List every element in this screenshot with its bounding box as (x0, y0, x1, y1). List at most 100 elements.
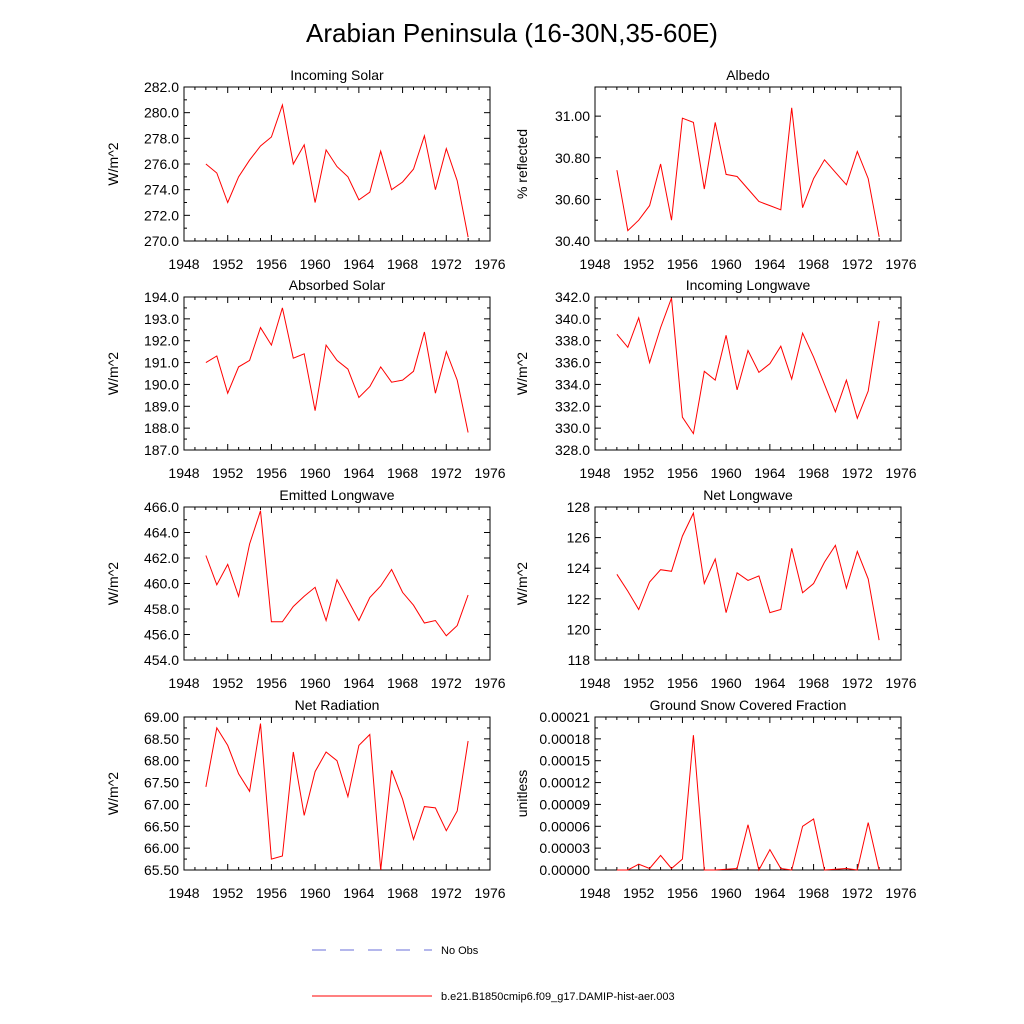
panel-title: Albedo (726, 67, 770, 83)
x-tick-label: 1952 (623, 885, 654, 901)
y-tick-label: 460.0 (144, 576, 179, 592)
x-tick-label: 1956 (256, 465, 287, 481)
panel-title: Ground Snow Covered Fraction (650, 697, 847, 713)
y-tick-label: 0.00009 (539, 796, 590, 812)
x-tick-label: 1952 (623, 256, 654, 272)
y-axis-label: unitless (514, 770, 530, 817)
x-tick-label: 1976 (474, 256, 505, 272)
y-tick-label: 342.0 (555, 289, 590, 305)
y-tick-label: 0.00006 (539, 818, 590, 834)
series-line-1 (616, 511, 880, 641)
x-tick-label: 1976 (474, 675, 505, 691)
x-tick-label: 1952 (212, 675, 243, 691)
x-tick-label: 1976 (885, 675, 916, 691)
y-tick-label: 0.00000 (539, 862, 590, 878)
series-line-1 (616, 735, 880, 872)
y-tick-label: 67.50 (144, 775, 179, 791)
x-tick-label: 1968 (387, 465, 418, 481)
x-tick-label: 1956 (256, 885, 287, 901)
x-tick-label: 1976 (885, 256, 916, 272)
panel-1: Incoming Solar W/m^2 1948 1952 1956 1960 1964 1… (105, 67, 506, 272)
plot-frame (183, 506, 491, 661)
y-tick-label: 280.0 (144, 105, 179, 121)
y-tick-label: 65.50 (144, 862, 179, 878)
plot-frame (594, 716, 902, 871)
panel-title: Net Radiation (295, 697, 380, 713)
x-tick-label: 1976 (885, 885, 916, 901)
panel-title: Absorbed Solar (289, 277, 386, 293)
y-tick-label: 272.0 (144, 207, 179, 223)
series-line-1 (616, 107, 880, 237)
series-line-1 (205, 510, 469, 637)
plot-frame (594, 296, 902, 451)
y-axis-label: W/m^2 (105, 142, 121, 185)
panel-7: Net Radiation W/m^2 1948 1952 1956 1960 1964 19… (105, 697, 506, 901)
x-tick-label: 1964 (754, 885, 785, 901)
y-tick-label: 0.00015 (539, 753, 590, 769)
x-tick-label: 1968 (798, 465, 829, 481)
x-tick-label: 1964 (343, 675, 374, 691)
y-tick-label: 188.0 (144, 420, 179, 436)
x-tick-label: 1972 (842, 885, 873, 901)
y-axis-label: % reflected (514, 129, 530, 199)
y-tick-label: 276.0 (144, 156, 179, 172)
y-axis-label: W/m^2 (514, 562, 530, 605)
y-tick-label: 128 (567, 499, 591, 515)
panel-title: Incoming Longwave (686, 277, 811, 293)
x-tick-label: 1948 (168, 885, 199, 901)
y-axis-label: W/m^2 (105, 352, 121, 395)
x-tick-label: 1964 (343, 256, 374, 272)
y-tick-label: 30.40 (555, 233, 590, 249)
y-tick-label: 282.0 (144, 79, 179, 95)
y-tick-label: 462.0 (144, 550, 179, 566)
y-tick-label: 336.0 (555, 355, 590, 371)
y-tick-label: 0.00018 (539, 731, 590, 747)
panel-title: Net Longwave (703, 487, 793, 503)
x-tick-label: 1948 (579, 675, 610, 691)
y-tick-label: 458.0 (144, 601, 179, 617)
y-tick-label: 0.00021 (539, 709, 590, 725)
y-tick-label: 192.0 (144, 333, 179, 349)
panel-title: Emitted Longwave (279, 487, 394, 503)
plot-frame (183, 86, 491, 242)
x-tick-label: 1968 (798, 675, 829, 691)
figure-title: Arabian Peninsula (16-30N,35-60E) (306, 18, 718, 48)
y-tick-label: 466.0 (144, 499, 179, 515)
panel-6: Net Longwave W/m^2 1948 1952 1956 1960 1964 196… (514, 487, 917, 691)
x-tick-label: 1968 (798, 256, 829, 272)
y-tick-label: 334.0 (555, 376, 590, 392)
x-tick-label: 1972 (431, 465, 462, 481)
x-tick-label: 1956 (667, 885, 698, 901)
x-tick-label: 1960 (300, 675, 331, 691)
y-axis-label: W/m^2 (514, 352, 530, 395)
x-tick-label: 1972 (842, 465, 873, 481)
x-tick-label: 1948 (168, 465, 199, 481)
x-tick-label: 1968 (387, 256, 418, 272)
y-tick-label: 118 (568, 652, 591, 668)
panel-2: Albedo % reflected 1948 1952 1956 1960 1964 196… (514, 67, 917, 272)
x-tick-label: 1964 (754, 465, 785, 481)
y-tick-label: 274.0 (144, 182, 179, 198)
x-tick-label: 1952 (212, 885, 243, 901)
x-tick-label: 1960 (300, 256, 331, 272)
y-tick-label: 270.0 (144, 233, 179, 249)
x-tick-label: 1948 (579, 465, 610, 481)
x-tick-label: 1952 (212, 465, 243, 481)
x-tick-label: 1968 (387, 885, 418, 901)
y-tick-label: 278.0 (144, 130, 179, 146)
y-tick-label: 328.0 (555, 442, 590, 458)
x-tick-label: 1956 (667, 675, 698, 691)
x-tick-label: 1952 (623, 675, 654, 691)
x-tick-label: 1952 (212, 256, 243, 272)
panel-8: Ground Snow Covered Fraction unitless 1948… (514, 697, 917, 901)
x-tick-label: 1960 (711, 885, 742, 901)
x-tick-label: 1972 (431, 256, 462, 272)
y-tick-label: 68.50 (144, 731, 179, 747)
series-line-1 (205, 307, 469, 433)
y-tick-label: 124 (567, 560, 591, 576)
x-tick-label: 1976 (474, 885, 505, 901)
series-line-1 (616, 297, 880, 435)
y-tick-label: 464.0 (144, 525, 179, 541)
x-tick-label: 1964 (343, 885, 374, 901)
x-tick-label: 1960 (711, 256, 742, 272)
